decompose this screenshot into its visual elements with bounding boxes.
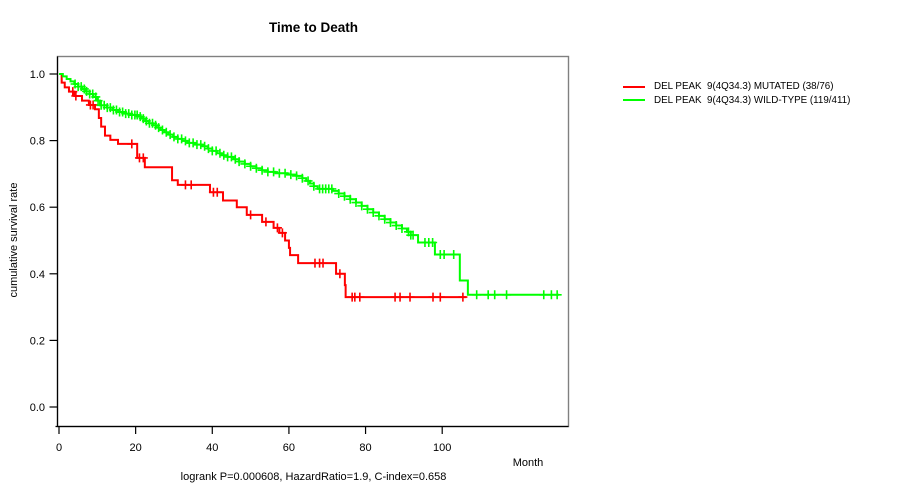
axis-lines [55, 56, 569, 428]
legend-line-mutated [623, 85, 645, 88]
x-tick-label: 60 [283, 442, 295, 454]
censor-marks-wild-type [70, 79, 562, 300]
x-tick-label: 100 [433, 442, 451, 454]
survival-curve-mutated [59, 73, 467, 299]
y-tick-label: 0.4 [30, 269, 45, 281]
y-tick-label: 1.0 [30, 69, 45, 81]
legend-label-wild-type: DEL PEAK 9(4Q34.3) WILD-TYPE (119/411) [654, 94, 851, 106]
legend-row-mutated: DEL PEAK 9(4Q34.3) MUTATED (38/76) [623, 80, 850, 94]
y-tick-label: 0.0 [30, 402, 45, 414]
legend-row-wild-type: DEL PEAK 9(4Q34.3) WILD-TYPE (119/411) [623, 94, 850, 108]
x-tick-label: 20 [130, 442, 142, 454]
x-tick-label: 0 [56, 442, 62, 454]
x-axis-label: Month [512, 457, 544, 469]
x-tick-label: 80 [359, 442, 371, 454]
y-tick-label: 0.2 [30, 335, 45, 347]
censor-marks-mutated [68, 87, 468, 302]
legend-line-wild-type [623, 99, 645, 102]
chart-title: Time to Death [268, 20, 358, 35]
stats-footer: logrank P=0.000608, HazardRatio=1.9, C-i… [180, 471, 447, 483]
y-tick-label: 0.6 [30, 202, 45, 214]
x-tick-label: 40 [206, 442, 218, 454]
legend-label-mutated: DEL PEAK 9(4Q34.3) MUTATED (38/76) [654, 81, 834, 92]
legend: DEL PEAK 9(4Q34.3) MUTATED (38/76) DEL P… [623, 80, 850, 107]
survival-curve-wild-type [59, 73, 560, 296]
y-tick-label: 0.8 [30, 136, 45, 148]
